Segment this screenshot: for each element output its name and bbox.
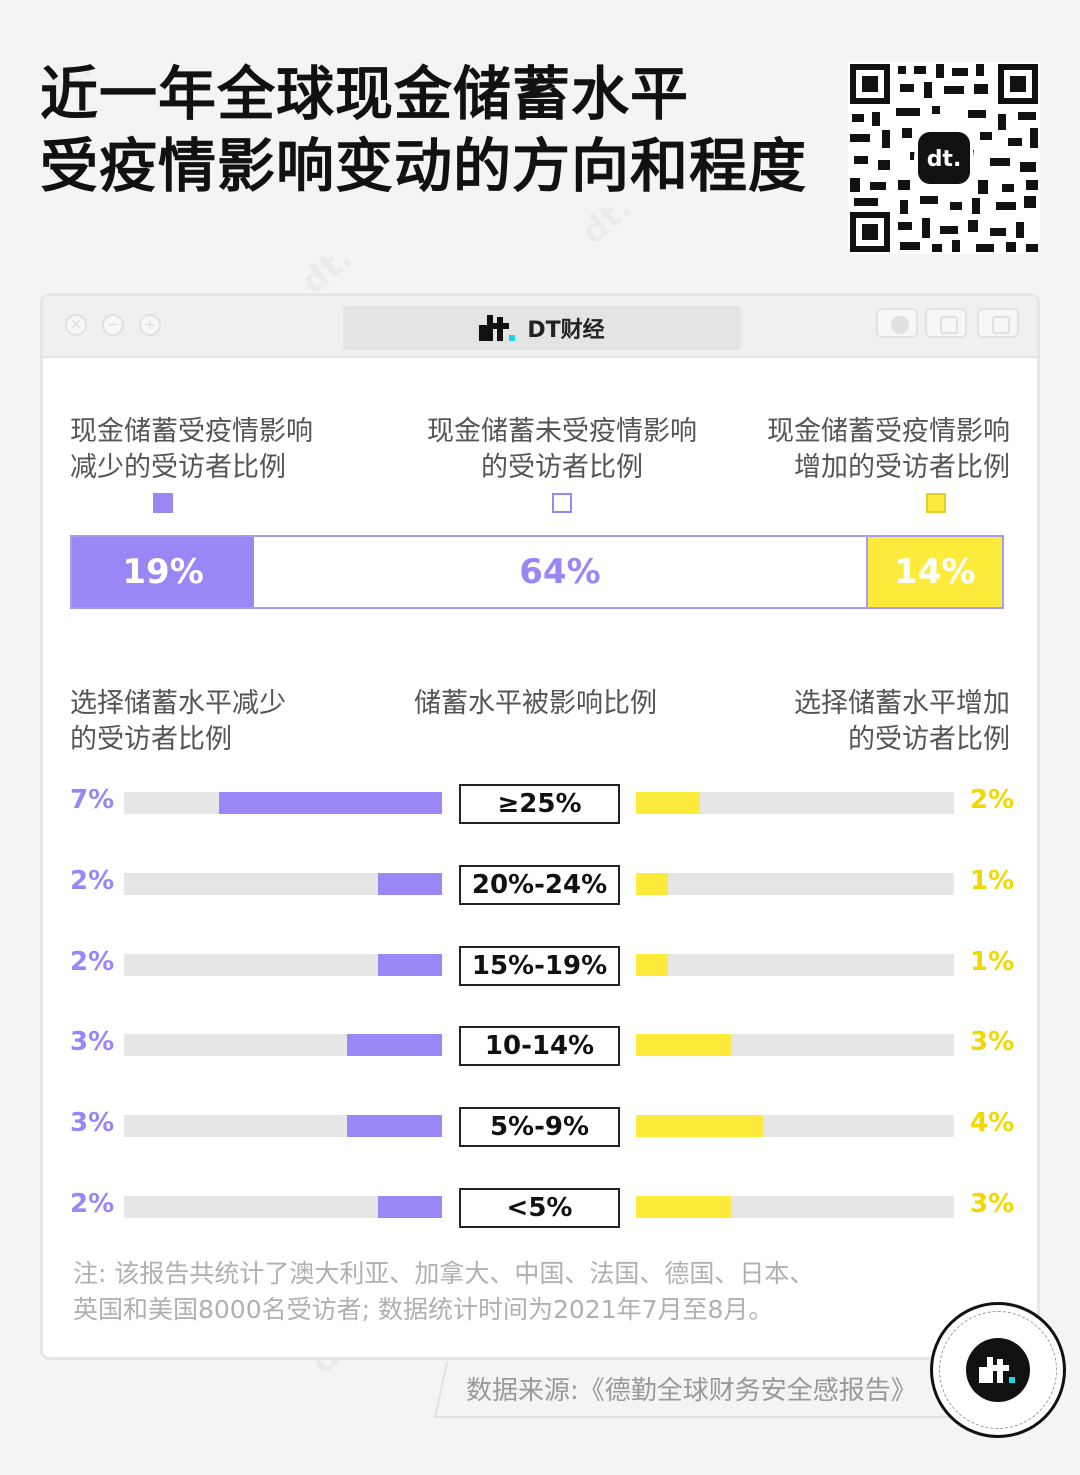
footnote: 注: 该报告共统计了澳大利亚、加拿大、中国、法国、德国、日本、 英国和美国800… xyxy=(73,1256,814,1328)
increase-value-label: 1% xyxy=(970,865,1015,896)
increase-value-label: 3% xyxy=(970,1027,1015,1058)
increase-bar-track xyxy=(636,792,954,814)
decrease-bar-track xyxy=(124,1034,442,1057)
band-label: 20%-24% xyxy=(459,864,620,905)
decrease-bar-track xyxy=(124,792,442,814)
decrease-value-label: 2% xyxy=(70,865,115,896)
footnote-line1: 注: 该报告共统计了澳大利亚、加拿大、中国、法国、德国、日本、 xyxy=(73,1259,815,1288)
increase-bar xyxy=(636,1115,764,1138)
left-column-header: 选择储蓄水平减少 的受访者比例 xyxy=(70,686,286,758)
bar-label-increase: 14% xyxy=(894,552,976,592)
decrease-bar xyxy=(219,792,442,814)
data-source: 数据来源:《德勤全球财务安全感报告》 xyxy=(466,1376,917,1406)
decrease-value-label: 2% xyxy=(70,946,115,977)
window-title-bar: ✕ − + DT财经 xyxy=(43,296,1037,358)
band-label: 10-14% xyxy=(459,1026,620,1067)
decrease-value-label: 3% xyxy=(70,1108,115,1139)
bar-label-unchanged: 64% xyxy=(519,552,601,592)
legend-decrease: 现金储蓄受疫情影响 减少的受访者比例 xyxy=(70,414,313,486)
decrease-bar xyxy=(378,1196,442,1218)
legend-decrease-line2: 减少的受访者比例 xyxy=(70,452,286,483)
title-line-1: 近一年全球现金储蓄水平 xyxy=(40,60,690,128)
legend-increase: 现金储蓄受疫情影响 增加的受访者比例 xyxy=(730,414,1010,486)
band-label: 15%-19% xyxy=(459,945,620,986)
right-column-header: 选择储蓄水平增加 的受访者比例 xyxy=(740,686,1010,758)
decrease-bar-track xyxy=(124,872,442,895)
dt-badge-logo xyxy=(930,1302,1066,1438)
bar-segment-decrease: 19% xyxy=(72,537,255,607)
legend-decrease-line1: 现金储蓄受疫情影响 xyxy=(70,416,313,447)
increase-bar-track xyxy=(636,953,954,976)
svg-text:dt.: dt. xyxy=(927,147,962,172)
legend-unchanged-line1: 现金储蓄未受疫情影响 xyxy=(427,416,697,447)
right-header-line2: 的受访者比例 xyxy=(848,724,1010,755)
increase-value-label: 3% xyxy=(970,1189,1015,1219)
right-header-line1: 选择储蓄水平增加 xyxy=(794,688,1010,719)
decrease-bar xyxy=(346,1115,442,1138)
bar-label-decrease: 19% xyxy=(122,552,204,592)
share-icon[interactable] xyxy=(925,308,967,338)
dt-logo-icon xyxy=(479,315,516,341)
stacked-bar-chart: 19% 64% 14% xyxy=(70,535,1004,609)
legend-increase-swatch xyxy=(926,493,946,513)
increase-bar xyxy=(636,872,668,895)
increase-bar-track xyxy=(636,872,954,895)
increase-bar xyxy=(636,1034,732,1057)
decrease-bar-track xyxy=(124,1115,442,1138)
increase-value-label: 1% xyxy=(970,946,1015,977)
band-label: 5%-9% xyxy=(459,1107,620,1148)
decrease-bar xyxy=(378,872,442,895)
bar-segment-unchanged: 64% xyxy=(254,537,868,607)
bar-segment-increase: 14% xyxy=(867,537,1002,607)
increase-bar xyxy=(636,953,668,976)
increase-bar xyxy=(636,1196,732,1218)
footnote-line2: 英国和美国8000名受访者; 数据统计时间为2021年7月至8月。 xyxy=(73,1295,774,1324)
band-label: <5% xyxy=(459,1188,620,1228)
legend-unchanged-line2: 的受访者比例 xyxy=(481,452,643,483)
legend-increase-line1: 现金储蓄受疫情影响 xyxy=(767,416,1010,447)
badge-core xyxy=(966,1338,1030,1402)
brand-tab[interactable]: DT财经 xyxy=(343,306,741,350)
increase-value-label: 2% xyxy=(970,785,1015,815)
band-label: ≥25% xyxy=(459,784,620,824)
brand-label: DT财经 xyxy=(527,318,605,343)
decrease-value-label: 2% xyxy=(70,1189,115,1219)
legend-unchanged-swatch xyxy=(552,493,572,513)
legend-decrease-swatch xyxy=(153,493,173,513)
increase-value-label: 4% xyxy=(970,1108,1015,1139)
title-line-2: 受疫情影响变动的方向和程度 xyxy=(40,132,808,200)
increase-bar-track xyxy=(636,1196,954,1218)
increase-bar-track xyxy=(636,1115,954,1138)
legend-increase-line2: 增加的受访者比例 xyxy=(794,452,1010,483)
left-header-line2: 的受访者比例 xyxy=(70,724,232,755)
page-title: 近一年全球现金储蓄水平 受疫情影响变动的方向和程度 xyxy=(40,58,807,202)
left-header-line1: 选择储蓄水平减少 xyxy=(70,688,286,719)
dt-badge-icon xyxy=(979,1357,1015,1383)
decrease-bar xyxy=(378,953,442,976)
browser-window: ✕ − + DT财经 xyxy=(40,293,1040,1360)
record-icon[interactable] xyxy=(876,308,918,338)
decrease-value-label: 3% xyxy=(70,1027,115,1058)
increase-bar-track xyxy=(636,1034,954,1057)
center-column-header: 储蓄水平被影响比例 xyxy=(414,688,657,719)
decrease-bar xyxy=(346,1034,442,1057)
legend-unchanged: 现金储蓄未受疫情影响 的受访者比例 xyxy=(420,414,704,486)
qr-code-icon[interactable]: dt. xyxy=(848,62,1040,254)
increase-bar xyxy=(636,792,700,814)
decrease-bar-track xyxy=(124,1196,442,1218)
decrease-bar-track xyxy=(124,953,442,976)
maximize-window-icon[interactable]: + xyxy=(139,314,161,336)
minimize-window-icon[interactable]: − xyxy=(102,314,124,336)
decrease-value-label: 7% xyxy=(70,785,115,815)
close-window-icon[interactable]: ✕ xyxy=(65,314,87,336)
badge-ring xyxy=(939,1311,1057,1429)
window-restore-icon[interactable] xyxy=(977,308,1019,338)
